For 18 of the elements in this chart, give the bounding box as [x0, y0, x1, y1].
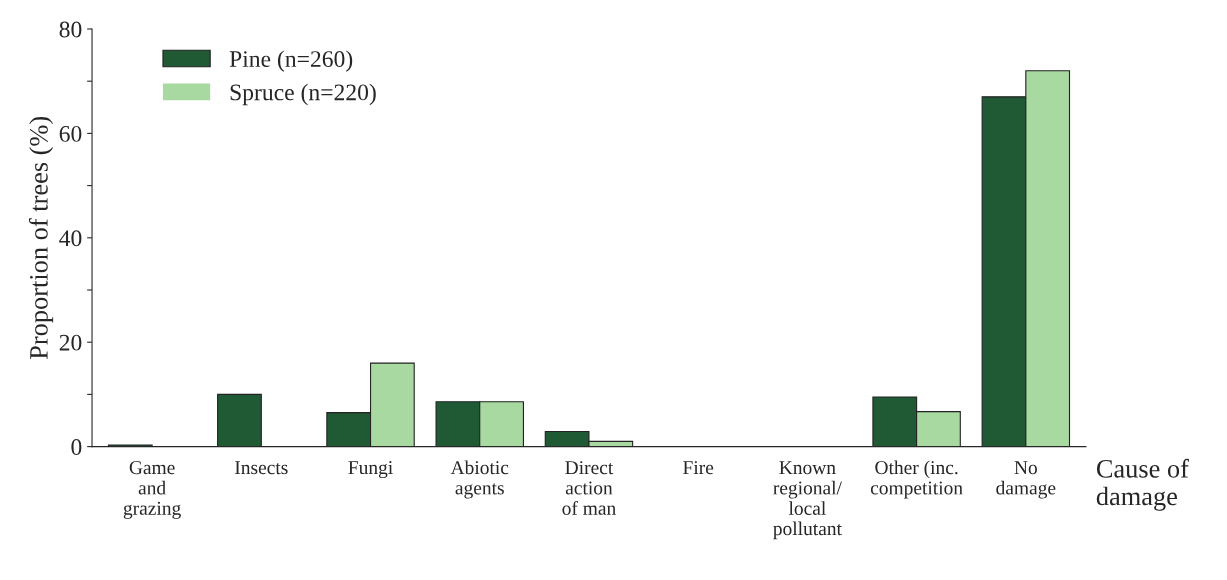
- x-tick-label: Abiotic agents: [450, 460, 509, 499]
- legend-label: Pine (n=260): [229, 50, 353, 72]
- x-tick-label: No damage: [996, 461, 1056, 499]
- y-tick-label: 20: [59, 334, 82, 351]
- x-tick-label: Known regional/ local pollutant: [773, 461, 842, 540]
- x-tick-label: Other (inc. competition: [870, 460, 963, 499]
- y-tick-label: 0: [71, 439, 82, 456]
- legend-label: Spruce (n=220): [230, 83, 376, 106]
- x-tick-label: Insects: [235, 461, 288, 475]
- x-axis-title: Cause of damage: [1096, 458, 1189, 511]
- x-tick-label: Game and grazing: [123, 461, 181, 519]
- x-tick-label: Direct action of man: [562, 461, 616, 515]
- y-tick-label: 80: [59, 21, 82, 38]
- y-tick-label: 40: [59, 230, 82, 247]
- x-tick-label: Fungi: [348, 461, 393, 479]
- y-tick-label: 60: [59, 125, 82, 142]
- x-tick-label: Fire: [683, 461, 714, 475]
- y-axis-title: Proportion of trees (%): [28, 116, 54, 360]
